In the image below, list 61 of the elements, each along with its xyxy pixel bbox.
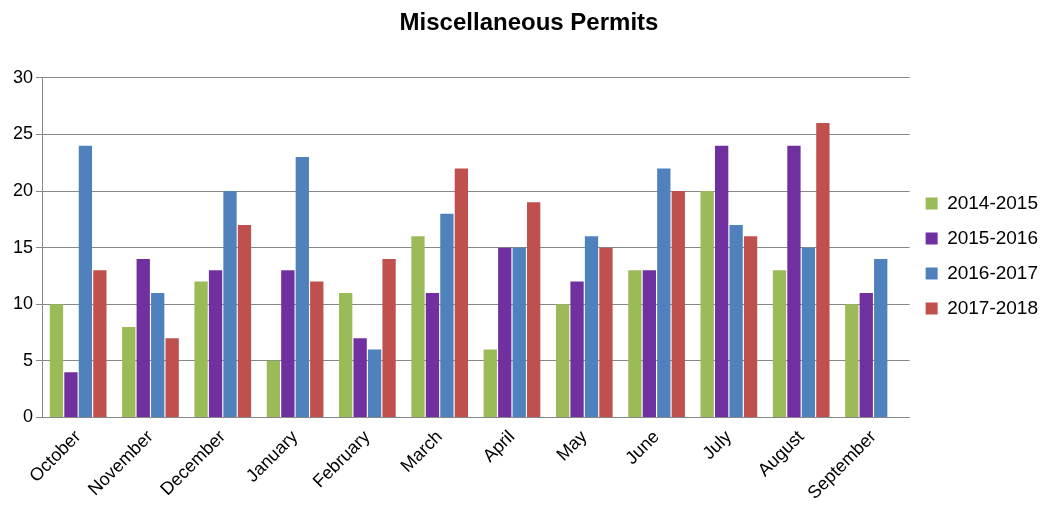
bar bbox=[339, 292, 353, 417]
bar bbox=[223, 191, 237, 417]
bar bbox=[78, 145, 93, 417]
legend-label: 2014-2015 bbox=[947, 191, 1039, 213]
y-tick-label: 0 bbox=[23, 406, 34, 427]
bar bbox=[772, 270, 787, 417]
x-tick-label: July bbox=[698, 426, 736, 464]
bar bbox=[237, 224, 252, 417]
bar bbox=[715, 145, 729, 417]
legend-label: 2016-2017 bbox=[947, 261, 1039, 283]
bar bbox=[136, 258, 150, 417]
bar bbox=[671, 191, 685, 417]
y-tick-label: 25 bbox=[12, 123, 34, 144]
legend-label: 2017-2018 bbox=[947, 296, 1039, 318]
y-tick-label: 10 bbox=[12, 293, 34, 314]
bar bbox=[700, 191, 714, 417]
bar bbox=[743, 236, 758, 417]
bar bbox=[425, 292, 440, 417]
bar bbox=[787, 145, 801, 417]
bar bbox=[816, 123, 830, 417]
bar bbox=[49, 304, 64, 417]
bar bbox=[801, 247, 816, 417]
bar bbox=[642, 270, 657, 417]
bar bbox=[483, 349, 497, 417]
bar bbox=[122, 326, 136, 417]
bar bbox=[584, 236, 599, 417]
bar bbox=[93, 270, 107, 417]
x-tick-label: May bbox=[552, 426, 591, 465]
bar bbox=[353, 338, 367, 417]
y-tick-label: 20 bbox=[12, 179, 34, 200]
bar bbox=[845, 304, 859, 417]
bar bbox=[266, 360, 281, 417]
bar bbox=[512, 247, 526, 417]
bar bbox=[151, 292, 165, 417]
bar bbox=[194, 281, 208, 417]
bar bbox=[281, 270, 295, 417]
bar bbox=[295, 157, 309, 417]
bar bbox=[859, 292, 873, 417]
bar bbox=[498, 247, 512, 417]
bar bbox=[454, 168, 469, 417]
bar bbox=[64, 372, 78, 417]
bar bbox=[382, 258, 396, 417]
bar bbox=[411, 236, 425, 417]
bar bbox=[657, 168, 671, 417]
y-tick-label: 15 bbox=[12, 236, 34, 257]
bar bbox=[729, 224, 743, 417]
legend-label: 2015-2016 bbox=[947, 226, 1039, 248]
bar bbox=[628, 270, 642, 417]
bar bbox=[874, 258, 888, 417]
bar bbox=[440, 213, 454, 417]
y-tick-label: 30 bbox=[12, 66, 34, 87]
bar bbox=[367, 349, 382, 417]
bar bbox=[555, 304, 570, 417]
bar bbox=[208, 270, 223, 417]
y-tick-label: 5 bbox=[23, 349, 34, 370]
bar bbox=[310, 281, 324, 417]
bar bbox=[527, 202, 541, 417]
bar bbox=[165, 338, 179, 417]
bar bbox=[599, 247, 613, 417]
bar bbox=[570, 281, 584, 417]
chart-title: Miscellaneous Permits bbox=[399, 8, 659, 36]
